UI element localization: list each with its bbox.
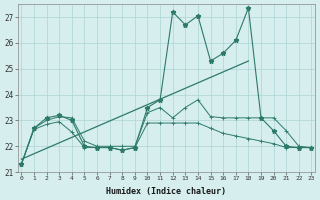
X-axis label: Humidex (Indice chaleur): Humidex (Indice chaleur) [107, 187, 227, 196]
